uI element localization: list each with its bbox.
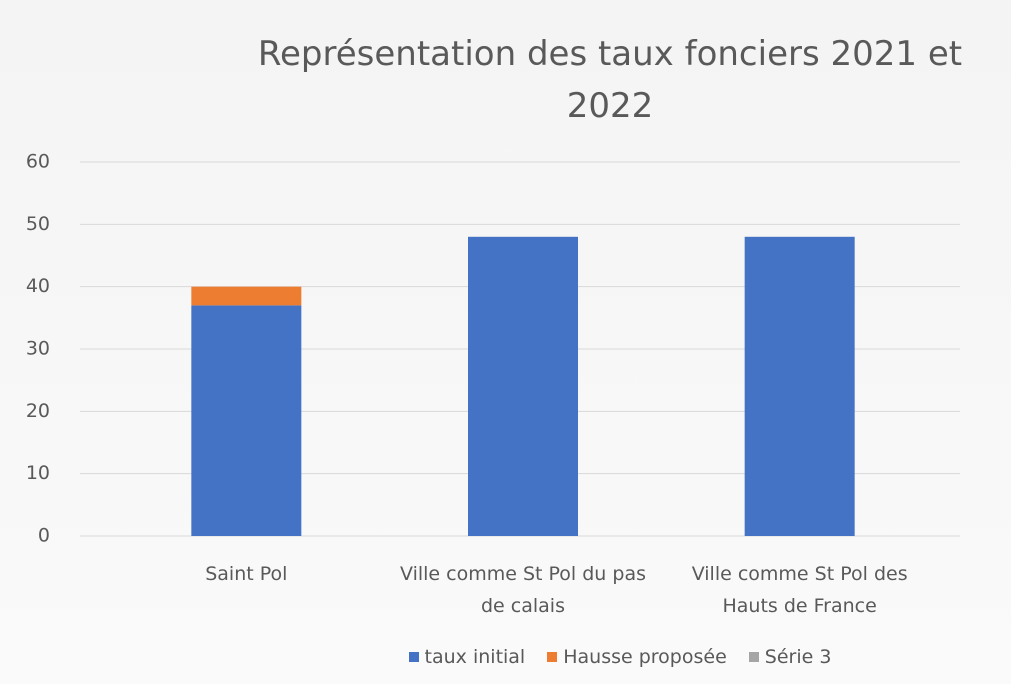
legend-label: taux initial <box>424 646 526 668</box>
y-tick-label: 10 <box>26 462 50 484</box>
legend-swatch <box>547 652 558 662</box>
bar-segment <box>468 236 578 537</box>
legend-item: Série 3 <box>748 646 832 668</box>
y-tick-label: 60 <box>26 151 50 173</box>
legend-item: Hausse proposée <box>547 646 727 668</box>
y-tick-label: 20 <box>26 400 50 422</box>
x-tick-label: Saint Pol <box>205 563 288 585</box>
bar-segment <box>744 236 855 537</box>
legend-label: Hausse proposée <box>563 646 727 668</box>
legend-item: taux initial <box>408 646 526 668</box>
x-tick-label: Ville comme St Pol des Hauts de France <box>691 563 908 617</box>
legend-label: Série 3 <box>764 646 832 668</box>
chart-title: Représentation des taux fonciers 2021 et… <box>257 34 963 126</box>
y-tick-label: 40 <box>26 275 50 297</box>
legend-swatch <box>748 652 759 662</box>
y-tick-label: 50 <box>26 213 50 235</box>
legend: taux initial Hausse proposée Série 3 <box>240 646 1000 668</box>
y-tick-label: 30 <box>26 338 50 360</box>
bar-segment <box>191 286 302 306</box>
legend-swatch <box>408 652 419 662</box>
bar-segment <box>191 305 302 536</box>
y-tick-label: 0 <box>38 525 50 547</box>
x-tick-label: Ville comme St Pol du pas de calais <box>400 563 646 617</box>
